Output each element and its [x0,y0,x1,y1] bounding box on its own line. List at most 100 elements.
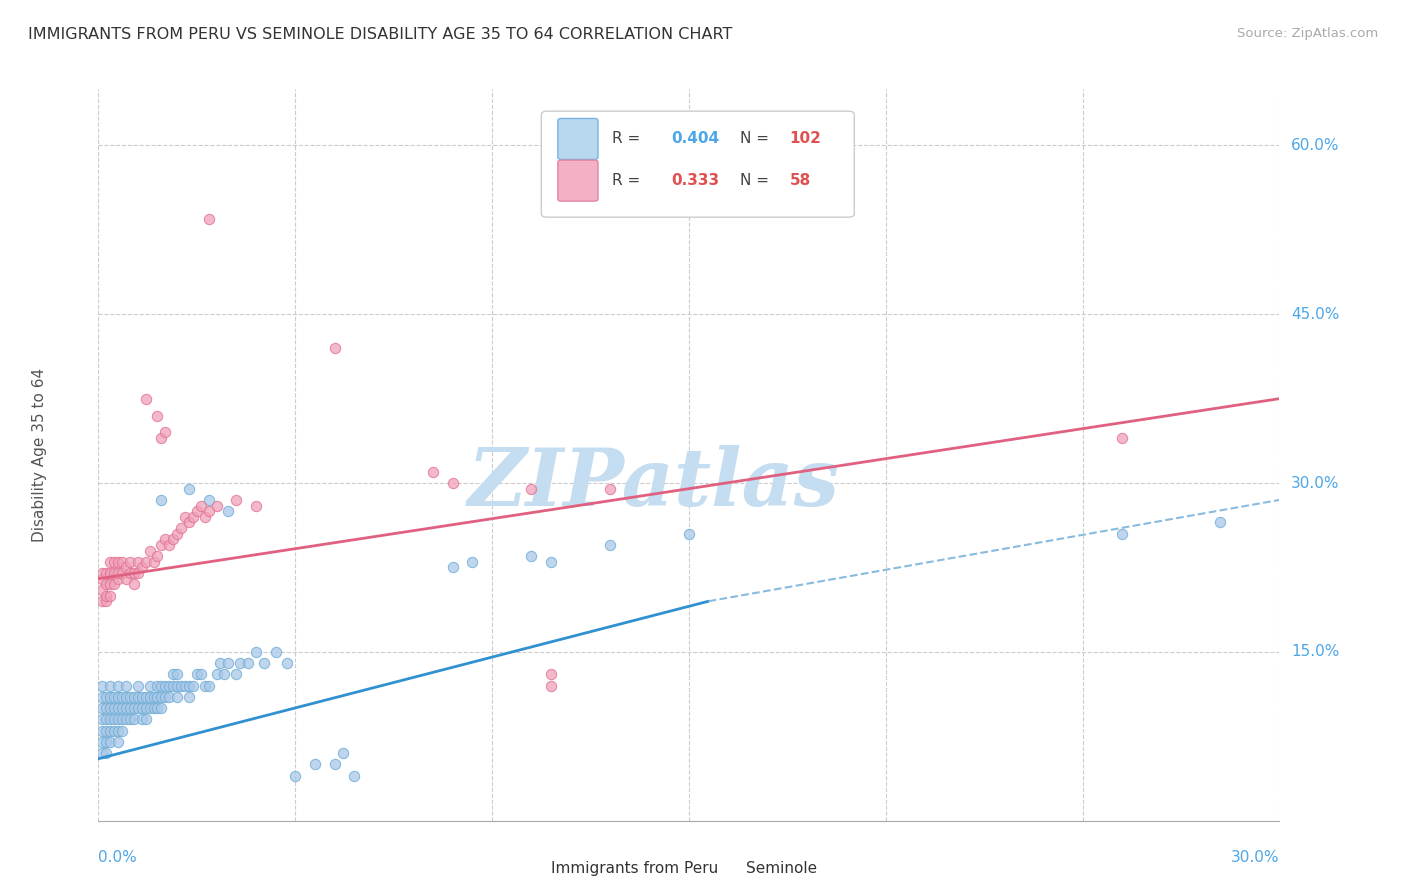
Point [146,701,169,715]
Point [118,555,141,569]
Point [122,701,145,715]
Point [96,577,118,591]
Point [122,690,145,704]
Point [205,667,228,681]
Point [166,690,188,704]
Point [98,555,121,569]
Point [131,712,153,726]
Text: ZIPatlas: ZIPatlas [467,445,839,523]
Point [150,492,173,507]
Point [150,679,173,693]
Point [217,504,239,518]
Point [96,723,118,738]
Point [98,589,121,603]
Text: 30.0%: 30.0% [1291,475,1340,491]
Point [146,549,169,564]
Point [98,712,121,726]
Point [91,723,114,738]
Point [197,211,219,226]
Text: 30.0%: 30.0% [1232,850,1279,865]
Text: 15.0%: 15.0% [1291,644,1340,659]
Point [138,690,160,704]
Point [122,712,145,726]
Point [127,690,149,704]
Point [131,560,153,574]
Point [441,476,464,491]
Point [107,566,129,580]
Point [186,667,208,681]
Point [98,679,121,693]
Point [131,701,153,715]
Point [150,538,173,552]
Text: R =: R = [612,131,640,146]
Point [103,701,125,715]
Point [194,509,217,524]
Point [323,341,346,355]
Point [98,701,121,715]
Point [107,690,129,704]
Point [245,645,267,659]
Point [107,679,129,693]
Point [197,679,219,693]
Point [96,566,118,580]
Point [174,509,197,524]
Point [98,577,121,591]
Point [150,431,173,445]
Point [332,746,354,760]
Point [111,701,134,715]
Point [115,560,138,574]
Point [461,555,484,569]
Point [135,701,157,715]
Point [115,701,138,715]
Point [1111,431,1133,445]
Point [135,690,157,704]
Text: 0.0%: 0.0% [98,850,138,865]
Point [91,690,114,704]
FancyBboxPatch shape [707,854,738,883]
Point [107,555,129,569]
Point [118,690,141,704]
Point [91,572,114,586]
Point [127,701,149,715]
Point [678,526,700,541]
FancyBboxPatch shape [516,854,546,883]
Point [150,690,173,704]
Point [186,504,208,518]
Point [103,712,125,726]
Point [181,509,204,524]
Point [155,690,177,704]
Point [98,723,121,738]
Point [138,701,160,715]
Text: N =: N = [740,173,769,188]
Point [91,735,114,749]
Point [155,425,177,440]
Point [166,679,188,693]
Point [323,757,346,772]
Point [96,735,118,749]
Text: IMMIGRANTS FROM PERU VS SEMINOLE DISABILITY AGE 35 TO 64 CORRELATION CHART: IMMIGRANTS FROM PERU VS SEMINOLE DISABIL… [28,27,733,42]
Text: 60.0%: 60.0% [1291,138,1340,153]
Point [135,712,157,726]
Point [127,566,149,580]
Point [343,769,366,783]
Point [103,723,125,738]
Point [122,566,145,580]
Point [146,409,169,423]
Point [142,701,165,715]
Point [118,712,141,726]
Point [98,735,121,749]
Point [540,679,562,693]
FancyBboxPatch shape [558,119,598,160]
Point [157,690,180,704]
Point [264,645,287,659]
Point [162,679,184,693]
Point [91,582,114,597]
Text: Source: ZipAtlas.com: Source: ZipAtlas.com [1237,27,1378,40]
Point [205,499,228,513]
Point [127,679,149,693]
Point [181,679,204,693]
Point [96,594,118,608]
Point [103,555,125,569]
Point [107,723,129,738]
Point [127,555,149,569]
